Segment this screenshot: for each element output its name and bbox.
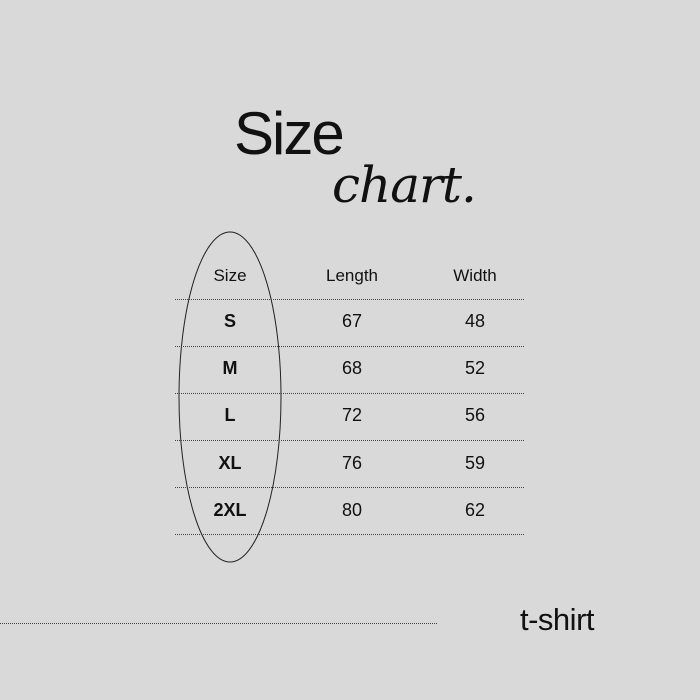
width-cell: 52 — [464, 358, 486, 378]
header-width: Width — [453, 266, 497, 285]
title-size: Size — [234, 100, 345, 167]
width-cell: 62 — [464, 500, 486, 520]
width-cell: 59 — [464, 453, 486, 473]
size-cell: M — [222, 358, 238, 378]
row-divider — [175, 487, 524, 488]
row-divider — [175, 393, 524, 394]
row-divider — [175, 440, 524, 441]
size-cell: 2XL — [213, 500, 247, 520]
length-cell: 76 — [341, 453, 363, 473]
row-divider — [175, 346, 524, 347]
length-cell: 67 — [341, 311, 363, 331]
product-label: t-shirt — [520, 602, 595, 637]
title-chart: chart. — [332, 156, 477, 214]
row-divider — [175, 534, 524, 535]
size-cell: L — [224, 405, 236, 425]
footer-divider — [0, 623, 437, 624]
width-cell: 48 — [464, 311, 486, 331]
length-cell: 72 — [341, 405, 363, 425]
length-cell: 80 — [341, 500, 363, 520]
length-cell: 68 — [341, 358, 363, 378]
header-size: Size — [213, 266, 247, 285]
row-divider — [175, 299, 524, 300]
size-cell: XL — [218, 453, 242, 473]
header-length: Length — [326, 266, 378, 285]
width-cell: 56 — [464, 405, 486, 425]
size-cell: S — [223, 311, 236, 331]
